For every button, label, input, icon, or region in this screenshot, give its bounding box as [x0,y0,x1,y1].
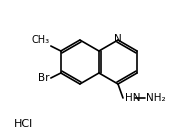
Text: CH₃: CH₃ [32,35,50,45]
Text: HN: HN [125,93,140,103]
Text: Br: Br [38,73,50,83]
Text: N: N [114,34,122,44]
Text: HCl: HCl [14,119,33,129]
Text: NH₂: NH₂ [146,93,166,103]
